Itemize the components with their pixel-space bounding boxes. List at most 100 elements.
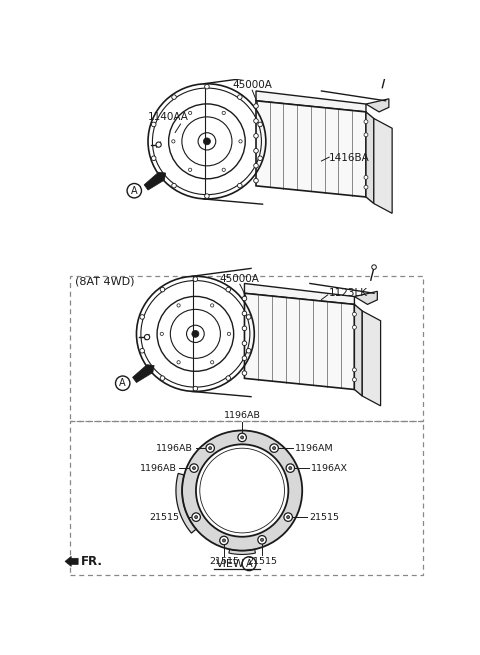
Circle shape <box>254 149 258 153</box>
Circle shape <box>172 140 175 143</box>
Text: 1416BA: 1416BA <box>329 153 370 163</box>
Circle shape <box>226 288 230 292</box>
Circle shape <box>384 72 388 77</box>
Circle shape <box>209 447 212 450</box>
Circle shape <box>352 368 356 372</box>
Circle shape <box>254 163 258 168</box>
Circle shape <box>246 348 251 353</box>
Polygon shape <box>256 101 366 197</box>
Text: 1196AB: 1196AB <box>224 411 261 421</box>
Circle shape <box>160 376 165 381</box>
Text: 21515: 21515 <box>149 513 179 521</box>
Circle shape <box>204 194 209 198</box>
Circle shape <box>261 538 264 541</box>
Circle shape <box>364 176 368 179</box>
Polygon shape <box>244 284 354 305</box>
Polygon shape <box>366 112 374 204</box>
Circle shape <box>226 376 230 381</box>
Circle shape <box>211 361 214 364</box>
Circle shape <box>352 312 356 316</box>
Polygon shape <box>176 474 196 533</box>
Circle shape <box>284 513 292 521</box>
Circle shape <box>270 444 278 453</box>
Circle shape <box>177 304 180 307</box>
Circle shape <box>193 386 198 391</box>
Circle shape <box>192 513 200 521</box>
Circle shape <box>151 156 156 160</box>
Circle shape <box>258 156 263 160</box>
Polygon shape <box>229 550 255 554</box>
Circle shape <box>258 536 266 544</box>
Circle shape <box>222 539 226 542</box>
Circle shape <box>238 433 246 441</box>
Circle shape <box>242 371 247 375</box>
Circle shape <box>160 288 165 292</box>
Polygon shape <box>65 556 78 567</box>
Circle shape <box>289 466 292 470</box>
Circle shape <box>177 361 180 364</box>
Circle shape <box>211 304 214 307</box>
Circle shape <box>140 314 144 319</box>
Circle shape <box>160 332 163 335</box>
Circle shape <box>242 311 247 316</box>
Ellipse shape <box>204 138 210 145</box>
Text: 45000A: 45000A <box>232 80 272 90</box>
Text: (8AT 4WD): (8AT 4WD) <box>75 276 134 286</box>
Circle shape <box>242 326 247 331</box>
Circle shape <box>222 111 225 115</box>
Circle shape <box>242 341 247 346</box>
Ellipse shape <box>192 330 199 337</box>
Text: 1140AA: 1140AA <box>147 113 188 122</box>
Circle shape <box>194 515 198 519</box>
Circle shape <box>151 122 156 126</box>
Text: 21515: 21515 <box>209 557 239 567</box>
Circle shape <box>254 134 258 138</box>
Circle shape <box>352 326 356 329</box>
Circle shape <box>156 142 161 147</box>
Polygon shape <box>366 99 389 112</box>
Circle shape <box>206 444 215 453</box>
Circle shape <box>196 444 288 536</box>
Polygon shape <box>354 305 362 396</box>
Circle shape <box>193 277 198 282</box>
Circle shape <box>228 332 230 335</box>
Circle shape <box>190 464 198 472</box>
Circle shape <box>364 185 368 189</box>
Circle shape <box>240 436 244 439</box>
Text: A: A <box>131 186 138 196</box>
Text: 1196AM: 1196AM <box>295 443 334 453</box>
Circle shape <box>364 120 368 124</box>
Circle shape <box>258 122 263 126</box>
Circle shape <box>364 133 368 137</box>
Circle shape <box>204 84 209 89</box>
Text: 1196AB: 1196AB <box>156 443 193 453</box>
Text: 1196AB: 1196AB <box>140 464 177 473</box>
Text: A: A <box>246 559 252 569</box>
Circle shape <box>189 168 192 172</box>
Polygon shape <box>132 365 154 383</box>
Circle shape <box>140 348 144 353</box>
Polygon shape <box>374 119 392 214</box>
Polygon shape <box>256 91 366 112</box>
Circle shape <box>242 296 247 301</box>
Circle shape <box>172 95 176 100</box>
Circle shape <box>144 335 150 340</box>
Text: A: A <box>120 378 126 388</box>
Polygon shape <box>354 291 377 305</box>
Circle shape <box>239 140 242 143</box>
Circle shape <box>254 119 258 123</box>
Circle shape <box>246 314 251 319</box>
Text: 1123LK: 1123LK <box>329 288 368 299</box>
Text: VIEW: VIEW <box>216 559 245 569</box>
Circle shape <box>222 168 225 172</box>
Circle shape <box>172 183 176 188</box>
Text: 1196AX: 1196AX <box>311 464 348 473</box>
Circle shape <box>286 464 295 472</box>
Polygon shape <box>144 172 166 190</box>
Circle shape <box>287 515 290 519</box>
Circle shape <box>189 111 192 115</box>
Text: 21515: 21515 <box>309 513 339 521</box>
Circle shape <box>238 95 242 100</box>
Text: 45000A: 45000A <box>220 274 260 284</box>
Circle shape <box>254 178 258 183</box>
